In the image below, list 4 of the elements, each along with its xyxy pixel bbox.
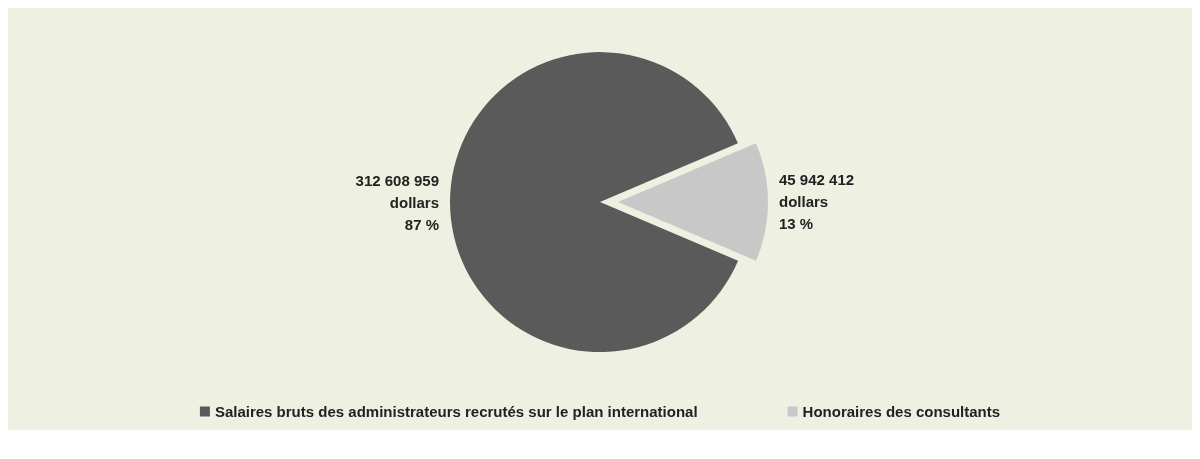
data-label: 45 942 412 dollars 13 % bbox=[779, 171, 855, 233]
legend-label: Salaires bruts des administrateurs recrutés sur le plan international bbox=[214, 403, 698, 420]
legend-label: Honoraires des consultants bbox=[802, 403, 1001, 420]
data-label: 312 608 959 dollars 87 % bbox=[355, 171, 439, 233]
